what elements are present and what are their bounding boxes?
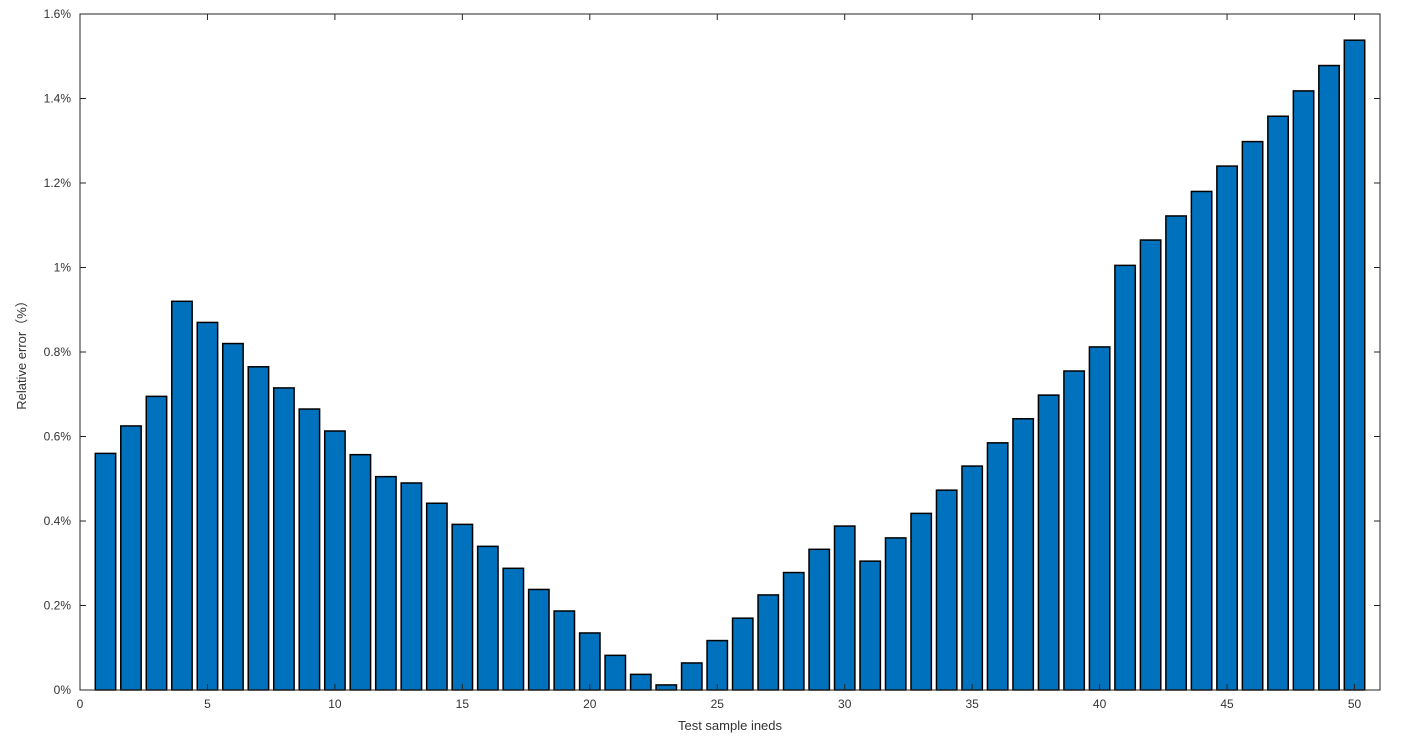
bar-35	[961, 465, 984, 691]
bar-49	[1318, 64, 1340, 691]
bar-36	[986, 442, 1009, 691]
x-tick-label: 10	[328, 697, 342, 711]
bar-27	[757, 594, 780, 691]
x-axis-label: Test sample ineds	[678, 718, 783, 733]
bar-19	[553, 610, 576, 691]
bar-41	[1114, 264, 1137, 691]
x-tick-label: 25	[711, 697, 725, 711]
bar-12	[374, 475, 397, 691]
bar-7	[247, 366, 270, 691]
bar-44	[1190, 190, 1213, 691]
bar-16	[476, 545, 499, 691]
y-tick-label: 0.2%	[44, 599, 72, 613]
bar-26	[731, 617, 754, 691]
bar-3	[145, 395, 168, 691]
bar-13	[400, 482, 423, 691]
bar-46	[1241, 140, 1264, 691]
bar-40	[1088, 346, 1111, 691]
x-ticks-group: 0 5 10 15 20 25 30 35 40 45 50	[77, 14, 1362, 711]
bar-37	[1012, 418, 1035, 691]
bar-24	[680, 662, 703, 691]
bar-25	[706, 639, 729, 691]
bar-23	[655, 684, 678, 691]
y-tick-label: 0%	[54, 683, 72, 697]
x-tick-label: 0	[77, 697, 84, 711]
bar-47	[1267, 115, 1289, 691]
bar-14	[425, 502, 448, 691]
bar-21	[604, 654, 627, 691]
y-tick-label: 1.6%	[44, 7, 72, 21]
y-tick-label: 0.8%	[44, 345, 72, 359]
x-tick-label: 15	[456, 697, 470, 711]
y-ticks-group: 0% 0.2% 0.4% 0.6% 0.8% 1% 1.2% 1.4% 1.6%	[44, 7, 1380, 697]
bar-5	[196, 321, 219, 691]
y-axis-label: Relative error（%）	[14, 294, 29, 410]
x-tick-label: 5	[204, 697, 211, 711]
bar-8	[272, 387, 295, 691]
bars-group	[94, 39, 1366, 691]
bar-32	[884, 537, 907, 691]
x-tick-label: 35	[965, 697, 979, 711]
bar-45	[1216, 165, 1239, 691]
bar-38	[1037, 394, 1060, 691]
bar-42	[1139, 239, 1162, 691]
bar-15	[451, 523, 474, 691]
bar-34	[935, 489, 958, 691]
bar-18	[527, 588, 550, 691]
bar-50	[1343, 39, 1366, 691]
bar-11	[349, 453, 372, 691]
bar-17	[502, 567, 525, 691]
bar-33	[910, 512, 933, 691]
bar-1	[94, 452, 117, 691]
bar-20	[578, 632, 601, 691]
bar-29	[808, 548, 831, 691]
y-tick-label: 1.2%	[44, 176, 72, 190]
bar-31	[859, 560, 882, 691]
y-tick-label: 1%	[54, 261, 72, 275]
bar-9	[298, 408, 321, 691]
x-tick-label: 30	[838, 697, 852, 711]
bar-28	[782, 571, 805, 691]
bar-22	[629, 673, 652, 691]
x-tick-label: 45	[1220, 697, 1234, 711]
x-tick-label: 40	[1093, 697, 1107, 711]
bar-30	[833, 525, 856, 691]
x-tick-label: 50	[1348, 697, 1362, 711]
y-tick-label: 0.6%	[44, 430, 72, 444]
bar-2	[120, 425, 142, 691]
bar-4	[171, 300, 193, 691]
y-tick-label: 0.4%	[44, 514, 72, 528]
y-tick-label: 1.4%	[44, 92, 72, 106]
bar-6	[221, 342, 244, 691]
bar-10	[323, 430, 346, 691]
bar-39	[1063, 370, 1086, 691]
bar-48	[1292, 90, 1315, 691]
bar-43	[1165, 215, 1188, 691]
x-tick-label: 20	[583, 697, 597, 711]
